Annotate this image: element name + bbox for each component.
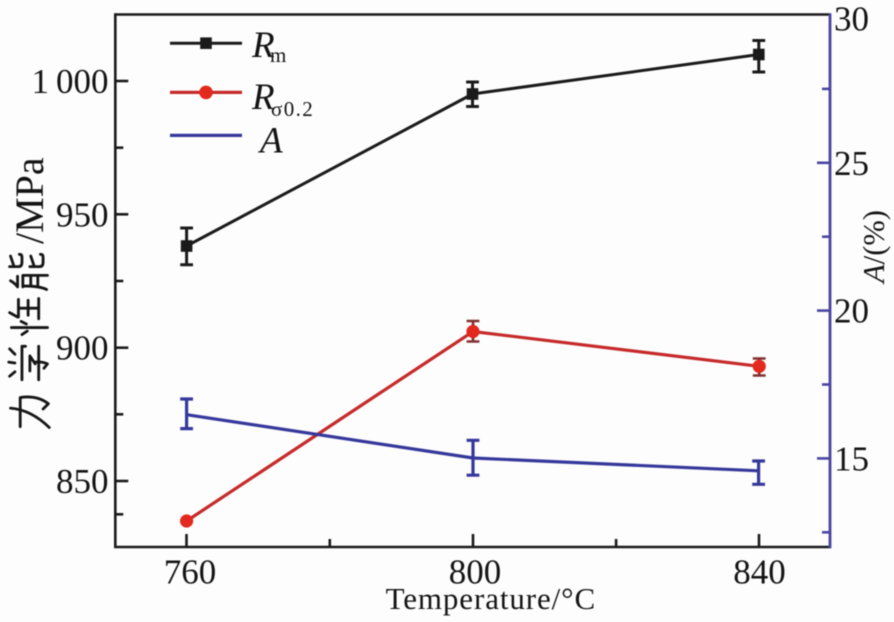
svg-text:σ0.2: σ0.2 bbox=[271, 97, 314, 121]
svg-text:840: 840 bbox=[733, 553, 786, 592]
svg-text:760: 760 bbox=[164, 553, 217, 592]
svg-text:Temperature/°C: Temperature/°C bbox=[386, 581, 596, 616]
svg-text:R: R bbox=[251, 25, 275, 66]
svg-text:30: 30 bbox=[834, 0, 869, 39]
svg-text:900: 900 bbox=[56, 329, 109, 368]
svg-text:m: m bbox=[270, 43, 286, 67]
svg-text:15: 15 bbox=[834, 440, 869, 479]
svg-text:800: 800 bbox=[449, 553, 502, 592]
svg-text:/MPa: /MPa bbox=[7, 157, 52, 244]
svg-text:1 000: 1 000 bbox=[31, 62, 108, 101]
svg-text:25: 25 bbox=[834, 144, 869, 183]
svg-text:950: 950 bbox=[56, 195, 109, 234]
svg-text:850: 850 bbox=[56, 462, 109, 501]
svg-text:R: R bbox=[251, 77, 275, 118]
svg-text:A: A bbox=[257, 121, 283, 162]
svg-text:20: 20 bbox=[834, 292, 869, 331]
svg-text:A/(%): A/(%) bbox=[857, 210, 891, 285]
